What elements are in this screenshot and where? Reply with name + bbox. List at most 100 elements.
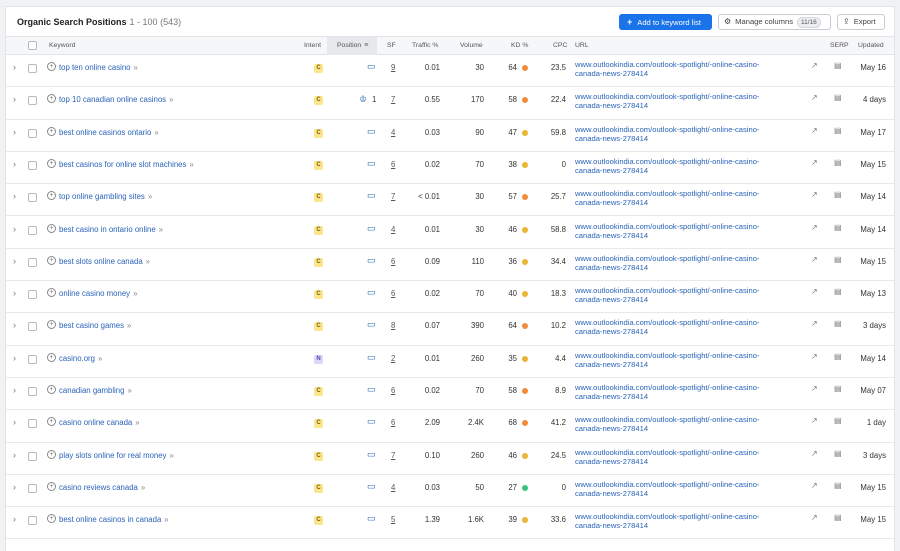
- expand-row-chevron-icon[interactable]: ›: [13, 352, 16, 363]
- add-keyword-icon[interactable]: +: [47, 223, 56, 233]
- url-link[interactable]: www.outlookindia.com/outlook-spotlight/-…: [575, 479, 760, 498]
- column-serp[interactable]: SERP: [830, 42, 849, 49]
- expand-row-chevron-icon[interactable]: ›: [13, 417, 16, 428]
- url-link[interactable]: www.outlookindia.com/outlook-spotlight/-…: [575, 286, 760, 305]
- serp-snapshot-icon[interactable]: ▤: [834, 125, 842, 135]
- row-checkbox[interactable]: [28, 354, 37, 364]
- expand-row-chevron-icon[interactable]: ›: [13, 62, 16, 72]
- external-link-icon[interactable]: ↗: [811, 351, 818, 361]
- expand-row-chevron-icon[interactable]: ›: [13, 255, 16, 266]
- serp-feature-icon[interactable]: ▭: [367, 125, 376, 136]
- expand-row-chevron-icon[interactable]: ›: [13, 449, 16, 460]
- url-link[interactable]: www.outlookindia.com/outlook-spotlight/-…: [575, 253, 760, 272]
- serp-snapshot-icon[interactable]: ▤: [834, 351, 842, 361]
- serp-feature-icon[interactable]: ▭: [367, 319, 376, 330]
- add-to-keyword-list-button[interactable]: + Add to keyword list: [619, 14, 712, 30]
- serp-feature-icon[interactable]: ▭: [367, 222, 376, 233]
- row-checkbox[interactable]: [28, 451, 37, 461]
- row-checkbox[interactable]: [28, 193, 37, 203]
- sf-count[interactable]: 6: [391, 386, 396, 395]
- external-link-icon[interactable]: ↗: [811, 93, 818, 103]
- external-link-icon[interactable]: ↗: [811, 416, 818, 426]
- column-url[interactable]: URL: [575, 42, 589, 49]
- sf-count[interactable]: 4: [391, 127, 396, 137]
- expand-row-chevron-icon[interactable]: ›: [13, 223, 16, 234]
- serp-snapshot-icon[interactable]: ▤: [834, 480, 842, 490]
- serp-feature-icon[interactable]: ▭: [367, 513, 376, 524]
- expand-row-chevron-icon[interactable]: ›: [13, 158, 16, 169]
- expand-row-chevron-icon[interactable]: ›: [13, 385, 16, 395]
- external-link-icon[interactable]: ↗: [811, 287, 818, 297]
- keyword-link[interactable]: best casino in ontario online»: [59, 224, 164, 234]
- add-keyword-icon[interactable]: +: [47, 288, 56, 298]
- url-link[interactable]: www.outlookindia.com/outlook-spotlight/-…: [575, 512, 760, 531]
- serp-snapshot-icon[interactable]: ▤: [834, 416, 842, 426]
- sf-count[interactable]: 4: [391, 224, 396, 234]
- url-link[interactable]: www.outlookindia.com/outlook-spotlight/-…: [575, 92, 760, 111]
- keyword-link[interactable]: best casino games»: [59, 321, 132, 331]
- serp-feature-icon[interactable]: ▭: [367, 254, 376, 265]
- expand-row-chevron-icon[interactable]: ›: [13, 191, 16, 202]
- serp-snapshot-icon[interactable]: ▤: [834, 222, 842, 232]
- row-checkbox[interactable]: [28, 387, 37, 396]
- keyword-link[interactable]: casino online canada»: [59, 418, 140, 428]
- external-link-icon[interactable]: ↗: [811, 384, 818, 393]
- url-link[interactable]: www.outlookindia.com/outlook-spotlight/-…: [575, 221, 760, 240]
- row-checkbox[interactable]: [28, 225, 37, 235]
- column-keyword[interactable]: Keyword: [49, 42, 76, 49]
- url-link[interactable]: www.outlookindia.com/outlook-spotlight/-…: [575, 318, 760, 337]
- url-link[interactable]: www.outlookindia.com/outlook-spotlight/-…: [575, 189, 760, 208]
- row-checkbox[interactable]: [28, 96, 37, 106]
- keyword-link[interactable]: best casinos for online slot machines»: [59, 159, 194, 169]
- column-volume[interactable]: Volume: [460, 42, 483, 49]
- sf-count[interactable]: 8: [391, 321, 396, 331]
- add-keyword-icon[interactable]: +: [47, 158, 56, 168]
- external-link-icon[interactable]: ↗: [811, 448, 818, 458]
- sf-count[interactable]: 2: [391, 353, 396, 363]
- add-keyword-icon[interactable]: +: [47, 126, 56, 136]
- serp-feature-icon[interactable]: ▭: [367, 384, 376, 394]
- serp-snapshot-icon[interactable]: ▤: [834, 448, 842, 458]
- sf-count[interactable]: 7: [391, 95, 396, 105]
- export-button[interactable]: ⇪ Export: [837, 14, 885, 30]
- serp-snapshot-icon[interactable]: ▤: [834, 157, 842, 167]
- serp-feature-icon[interactable]: ▭: [367, 61, 376, 71]
- sf-count[interactable]: 6: [391, 289, 396, 299]
- external-link-icon[interactable]: ↗: [811, 319, 818, 329]
- sf-count[interactable]: 6: [391, 159, 396, 169]
- manage-columns-button[interactable]: ⚙ Manage columns 11/16: [718, 14, 831, 30]
- sf-count[interactable]: 5: [391, 515, 396, 525]
- add-keyword-icon[interactable]: +: [47, 62, 56, 71]
- add-keyword-icon[interactable]: +: [47, 255, 56, 265]
- row-checkbox[interactable]: [28, 128, 37, 138]
- sf-count[interactable]: 9: [391, 63, 396, 72]
- row-checkbox[interactable]: [28, 160, 37, 170]
- serp-feature-icon[interactable]: ▭: [367, 448, 376, 459]
- add-keyword-icon[interactable]: +: [47, 352, 56, 362]
- serp-feature-icon[interactable]: ▭: [367, 190, 376, 201]
- external-link-icon[interactable]: ↗: [811, 125, 818, 135]
- keyword-link[interactable]: casino reviews canada»: [59, 482, 146, 492]
- column-sf[interactable]: SF: [387, 42, 396, 49]
- keyword-link[interactable]: top 10 canadian online casinos»: [59, 95, 174, 105]
- serp-snapshot-icon[interactable]: ▤: [834, 61, 842, 70]
- add-keyword-icon[interactable]: +: [47, 385, 56, 394]
- column-kd[interactable]: KD %: [511, 42, 529, 49]
- row-checkbox[interactable]: [28, 419, 37, 429]
- serp-snapshot-icon[interactable]: ▤: [834, 287, 842, 297]
- external-link-icon[interactable]: ↗: [811, 61, 818, 70]
- url-link[interactable]: www.outlookindia.com/outlook-spotlight/-…: [575, 156, 760, 175]
- sf-count[interactable]: 4: [391, 482, 396, 492]
- row-checkbox[interactable]: [28, 516, 37, 526]
- serp-feature-icon[interactable]: ▭: [367, 287, 376, 298]
- row-checkbox[interactable]: [28, 483, 37, 493]
- external-link-icon[interactable]: ↗: [811, 254, 818, 264]
- add-keyword-icon[interactable]: +: [47, 514, 56, 524]
- url-link[interactable]: www.outlookindia.com/outlook-spotlight/-…: [575, 124, 760, 143]
- url-link[interactable]: www.outlookindia.com/outlook-spotlight/-…: [575, 447, 760, 466]
- expand-row-chevron-icon[interactable]: ›: [13, 320, 16, 331]
- keyword-link[interactable]: top ten online casino»: [59, 63, 138, 72]
- add-keyword-icon[interactable]: +: [47, 320, 56, 330]
- external-link-icon[interactable]: ↗: [811, 513, 818, 523]
- url-link[interactable]: www.outlookindia.com/outlook-spotlight/-…: [575, 383, 760, 401]
